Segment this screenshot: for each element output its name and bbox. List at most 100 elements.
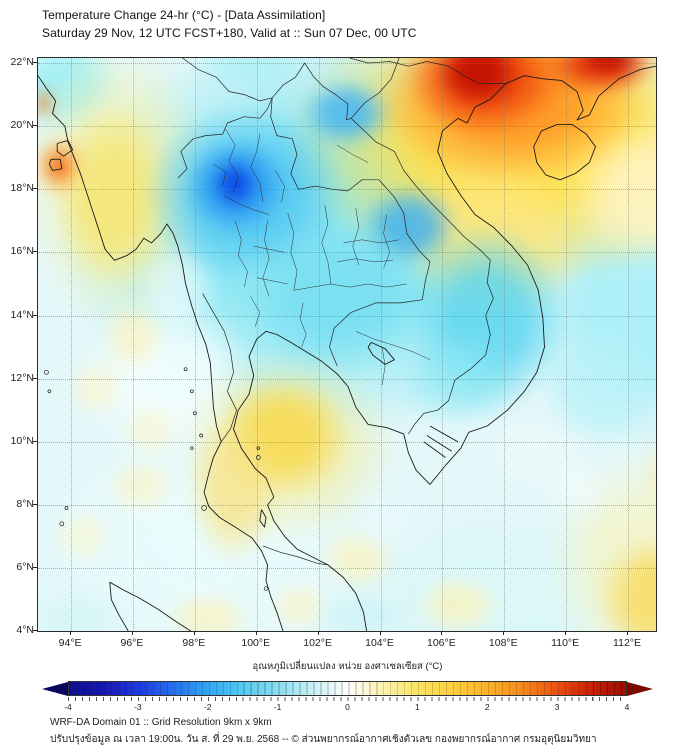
lon-tick-label: 108°E xyxy=(488,637,518,649)
province-border xyxy=(275,170,285,202)
lat-tickmark xyxy=(33,62,37,64)
country-border xyxy=(329,299,423,367)
lon-tick-label: 102°E xyxy=(303,637,332,649)
page-title: Temperature Change 24-hr (°C) - [Data As… xyxy=(42,8,326,22)
colorbar xyxy=(42,681,653,696)
coastline xyxy=(367,341,395,365)
lat-tick-label: 12°N xyxy=(10,371,34,384)
coastline xyxy=(259,509,267,528)
lat-tickmark xyxy=(33,440,37,442)
coastline xyxy=(48,158,63,171)
province-border xyxy=(224,195,270,215)
lat-tickmark xyxy=(33,377,37,379)
colorbar-segments xyxy=(69,682,626,695)
coastline xyxy=(233,65,656,631)
field-blob xyxy=(107,458,175,514)
coastline xyxy=(109,582,129,631)
field-blob xyxy=(311,592,411,631)
field-blob xyxy=(38,87,53,119)
colorbar-right-arrow xyxy=(627,681,653,696)
lon-tick-label: 106°E xyxy=(427,637,456,649)
coastline xyxy=(426,435,452,452)
field-blob xyxy=(68,358,124,418)
colorbar-tick-label: 4 xyxy=(624,702,630,712)
footer-update-info: ปรับปรุงข้อมูล ณ เวลา 19:00น. วัน ส. ที่… xyxy=(50,734,597,745)
country-border xyxy=(408,298,494,435)
lon-tickmark xyxy=(317,631,319,635)
province-border xyxy=(321,205,332,285)
lon-tick-label: 104°E xyxy=(365,637,394,649)
lat-tick-label: 4°N xyxy=(16,624,34,637)
province-border xyxy=(225,129,239,193)
lat-tickmark xyxy=(33,567,37,568)
lon-tickmark xyxy=(441,631,443,635)
province-border xyxy=(250,134,264,202)
province-border xyxy=(256,277,288,285)
colorbar-tick-label: -2 xyxy=(203,702,212,712)
province-border xyxy=(299,302,307,348)
lon-tickmark xyxy=(131,631,133,635)
island xyxy=(59,521,65,527)
province-border xyxy=(343,239,400,244)
island xyxy=(183,367,188,372)
lon-tick-label: 96°E xyxy=(120,637,144,649)
colorbar-label: อุณหภูมิเปลี่ยนแปลง หน่วย องศาเซลเซียส (… xyxy=(252,661,443,672)
colorbar-left-arrow xyxy=(42,681,68,696)
province-border xyxy=(337,144,369,163)
lat-tickmark xyxy=(33,503,37,505)
island xyxy=(190,446,194,450)
country-border xyxy=(177,97,273,179)
coastline xyxy=(423,441,446,458)
province-border xyxy=(383,214,391,269)
field-blob xyxy=(188,413,280,563)
page-subtitle: Saturday 29 Nov, 12 UTC FCST+180, Valid … xyxy=(42,26,417,40)
province-border xyxy=(381,347,386,386)
coastline xyxy=(38,75,284,631)
coastline xyxy=(429,425,459,443)
field-blob xyxy=(138,243,218,333)
province-border xyxy=(250,296,261,327)
province-border xyxy=(253,245,285,253)
island xyxy=(201,505,207,511)
map-frame xyxy=(37,57,657,632)
province-border xyxy=(337,258,393,263)
island xyxy=(44,369,49,375)
island xyxy=(193,411,197,416)
field-blob xyxy=(578,58,638,76)
coastline xyxy=(109,581,192,631)
island xyxy=(263,586,269,591)
country-border xyxy=(270,97,431,300)
lon-tickmark xyxy=(627,631,629,635)
island xyxy=(255,455,261,460)
country-border xyxy=(350,58,494,299)
lat-tick-label: 6°N xyxy=(16,561,34,573)
footer-domain-info: WRF-DA Domain 01 :: Grid Resolution 9km … xyxy=(50,717,272,728)
province-border xyxy=(213,163,227,187)
lat-tick-label: 22°N xyxy=(10,56,34,69)
province-border xyxy=(293,283,407,291)
lon-tickmark xyxy=(193,631,195,635)
province-border xyxy=(287,212,298,291)
province-border xyxy=(352,208,360,266)
lat-tickmark xyxy=(33,630,37,632)
lat-tick-label: 8°N xyxy=(16,497,34,510)
island xyxy=(47,389,52,394)
lon-tickmark xyxy=(503,631,505,635)
field-blob xyxy=(646,433,656,513)
colorbar-tick-label: 1 xyxy=(415,702,420,712)
island xyxy=(199,433,203,438)
lon-tick-label: 100°E xyxy=(241,637,271,649)
island xyxy=(256,446,261,450)
lon-tick-label: 110°E xyxy=(551,637,580,649)
province-border xyxy=(234,220,248,288)
province-border xyxy=(262,220,270,297)
gridline-horizontal xyxy=(38,631,656,632)
island xyxy=(189,389,194,394)
country-border xyxy=(262,545,328,566)
colorbar-tick-label: -3 xyxy=(134,702,142,712)
lon-tickmark xyxy=(70,631,72,635)
province-border xyxy=(355,331,431,360)
lat-tick-label: 18°N xyxy=(10,182,34,195)
field-blob xyxy=(342,487,434,559)
